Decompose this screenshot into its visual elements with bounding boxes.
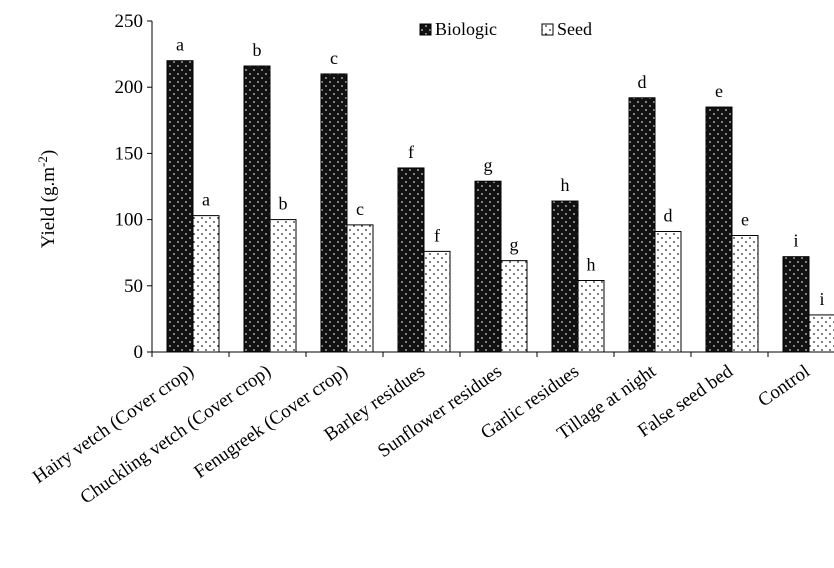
data-label-seed: i	[819, 289, 824, 309]
legend-label-biologic: Biologic	[435, 19, 497, 39]
y-axis-title-close: )	[38, 150, 59, 156]
bar-seed	[346, 224, 374, 353]
bar-seed	[731, 234, 759, 353]
data-label-seed: g	[510, 235, 519, 255]
data-label-biologic: f	[408, 142, 414, 162]
bar-biologic	[320, 73, 348, 353]
y-tick-label: 50	[124, 276, 143, 297]
legend-swatch-seed	[541, 23, 554, 36]
bar-biologic	[782, 256, 810, 353]
bar-biologic	[474, 180, 502, 353]
category-label: Control	[754, 361, 814, 412]
bar-biologic	[243, 65, 271, 353]
legend-swatch-biologic	[419, 23, 432, 36]
bar-seed	[269, 219, 297, 353]
bar-seed	[500, 260, 528, 353]
bar-biologic	[551, 200, 579, 353]
y-tick-label: 250	[115, 11, 144, 32]
data-label-biologic: h	[561, 175, 570, 195]
data-label-seed: h	[587, 255, 596, 275]
data-label-seed: d	[664, 206, 673, 226]
data-label-biologic: i	[793, 231, 798, 251]
data-label-biologic: b	[253, 40, 262, 60]
legend: Biologic Seed	[419, 19, 592, 39]
data-label-biologic: a	[176, 35, 184, 55]
y-tick-label: 100	[115, 210, 144, 231]
bar-biologic	[628, 97, 656, 353]
data-label-biologic: e	[715, 81, 723, 101]
y-tick-label: 150	[115, 143, 144, 164]
y-axis-title: Yield (g.m-2)	[35, 150, 59, 248]
data-label-seed: a	[202, 190, 210, 210]
data-label-biologic: c	[330, 48, 338, 68]
bar-seed	[423, 250, 451, 353]
data-label-seed: c	[356, 199, 364, 219]
bar-seed	[808, 314, 834, 353]
bar-seed	[654, 231, 682, 353]
y-tick-label: 0	[134, 342, 144, 363]
data-label-biologic: g	[484, 155, 493, 175]
bar-seed	[192, 215, 220, 353]
y-tick-label: 200	[115, 77, 144, 98]
data-label-seed: f	[434, 225, 440, 245]
data-label-biologic: d	[638, 72, 647, 92]
bar-seed	[577, 280, 605, 353]
y-axis-title-main: Yield (g.m	[38, 167, 59, 248]
bar-biologic	[705, 106, 733, 353]
y-axis-title-sup: -2	[35, 156, 50, 167]
bar-biologic	[166, 60, 194, 353]
data-label-seed: b	[279, 194, 288, 214]
bar-biologic	[397, 167, 425, 353]
data-label-seed: e	[741, 209, 749, 229]
legend-label-seed: Seed	[557, 19, 592, 39]
